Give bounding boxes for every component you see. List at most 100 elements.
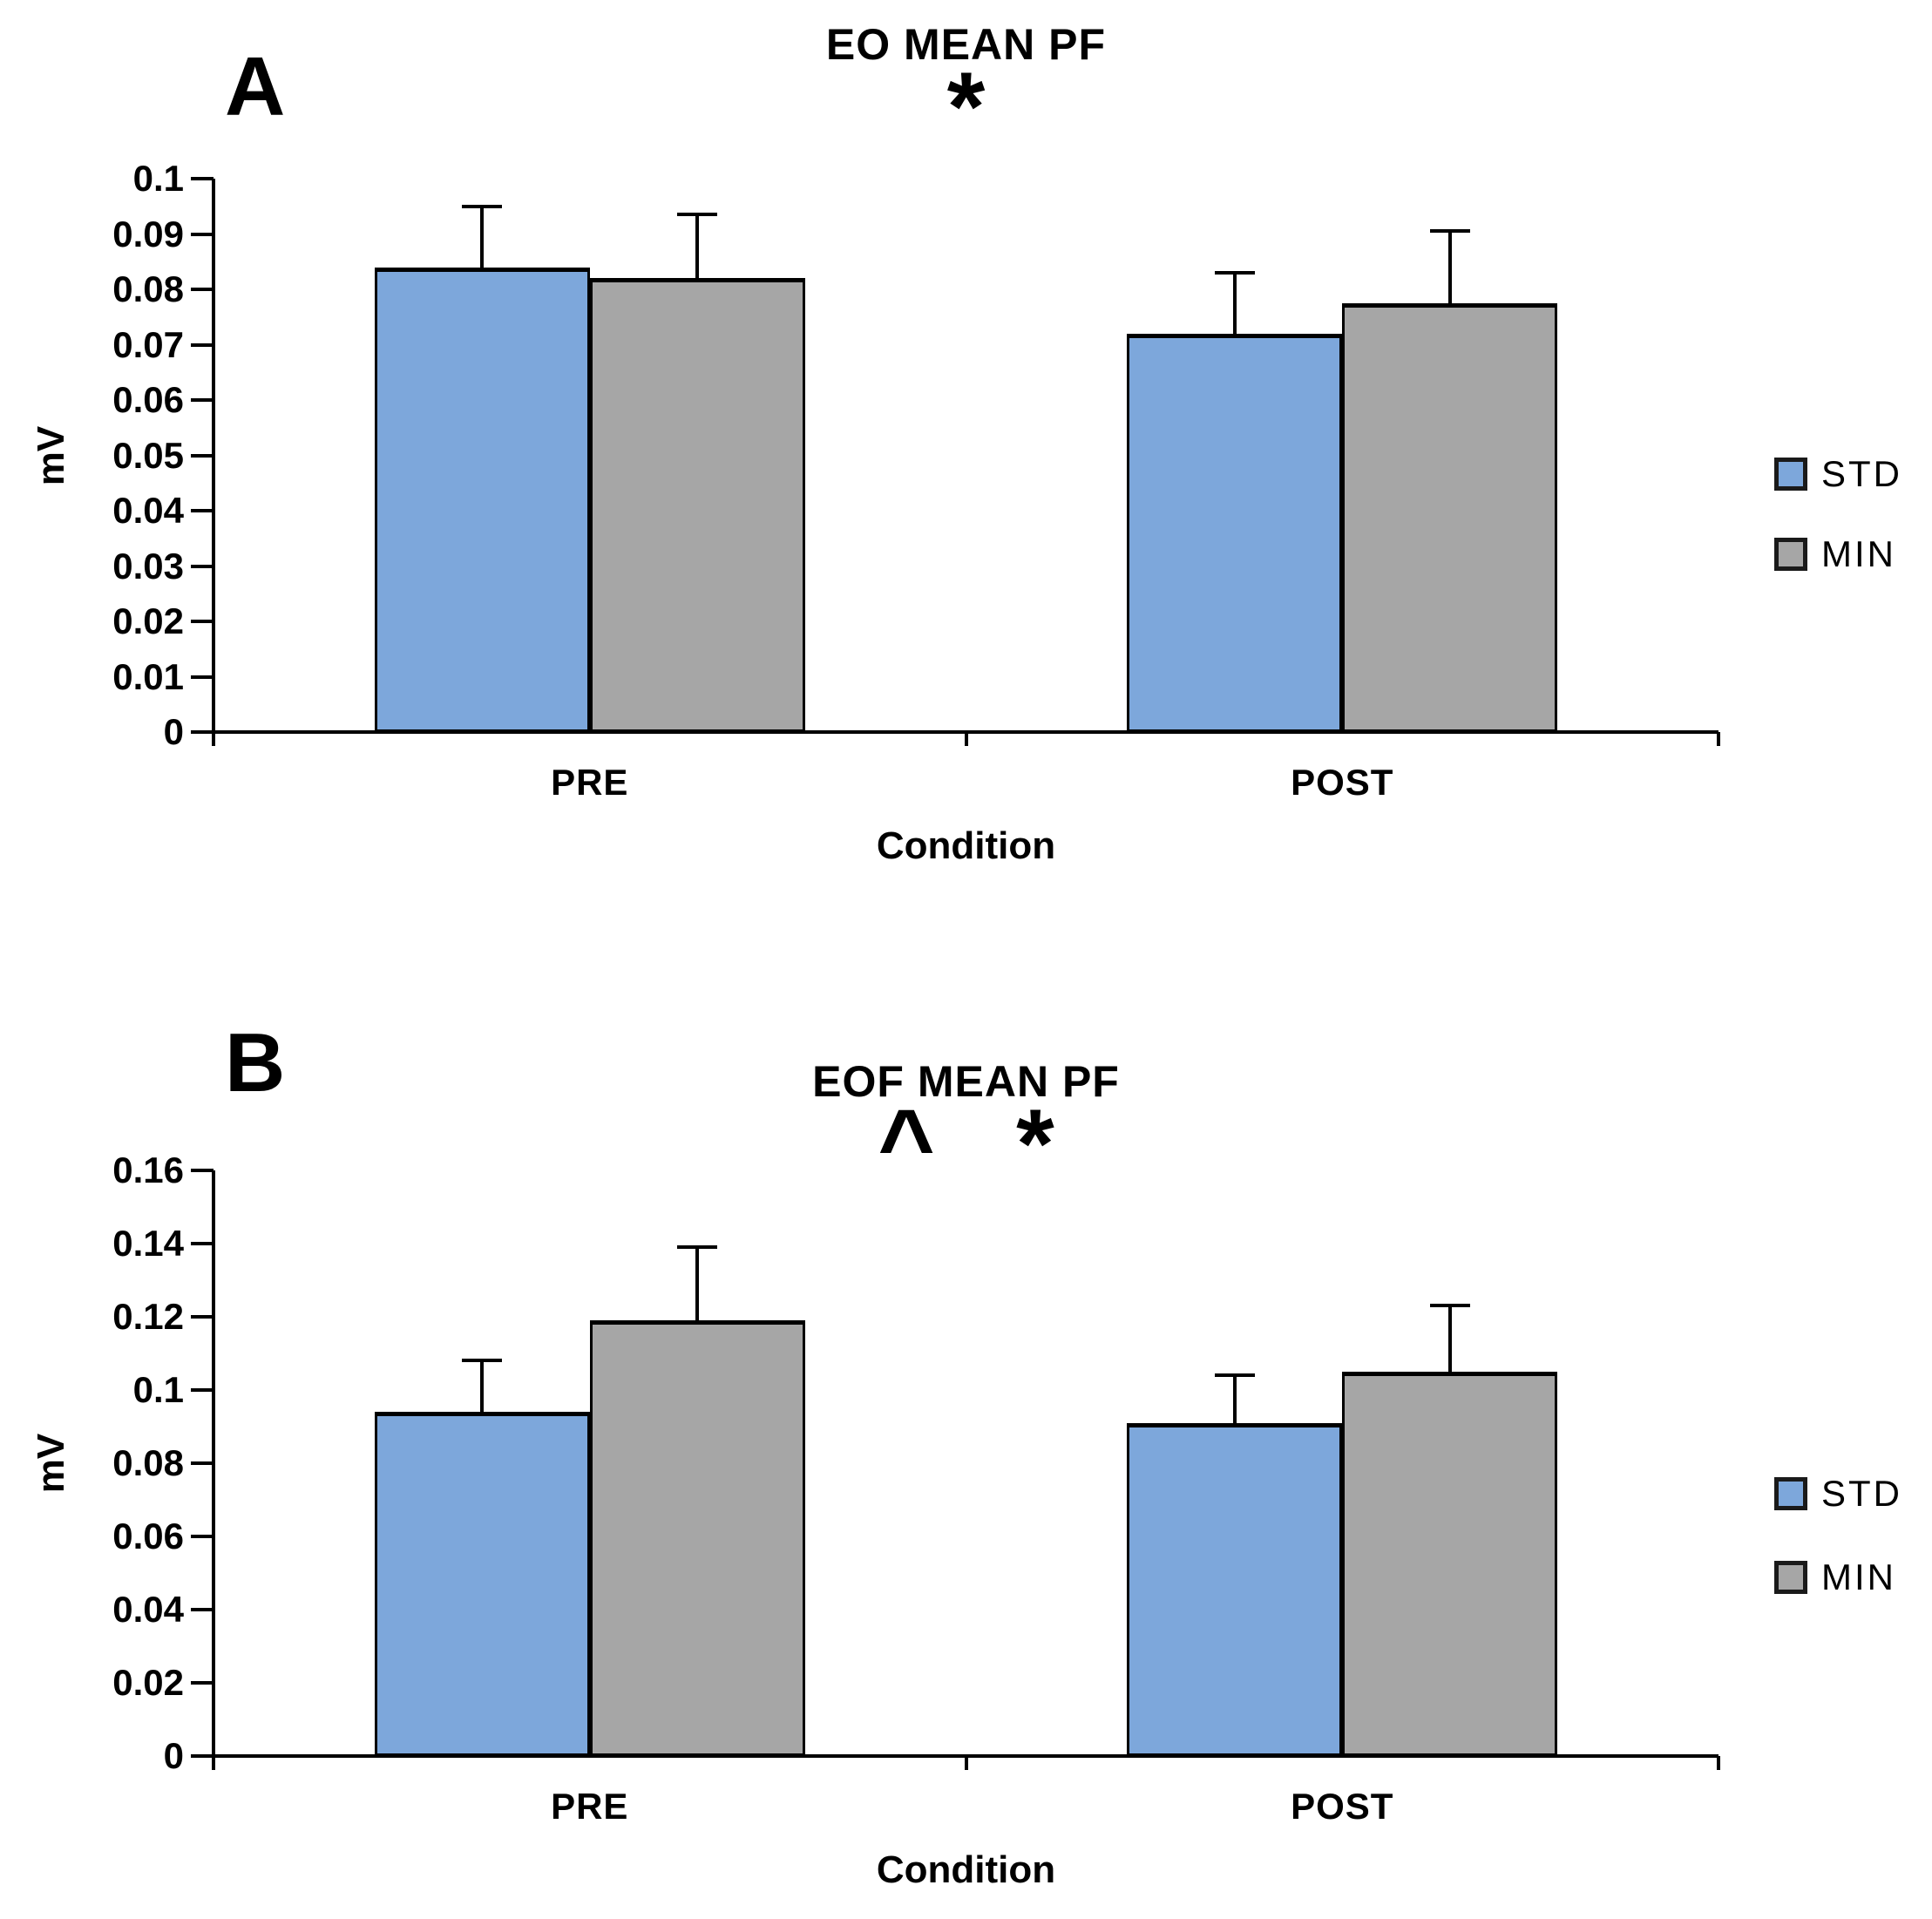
y-tick-label: 0.04 xyxy=(112,490,184,531)
bar-pre-std xyxy=(374,267,590,732)
y-tick-mark xyxy=(191,177,214,180)
panel-a-legend: STD MIN xyxy=(1774,453,1902,575)
bar-pre-min xyxy=(589,1320,805,1756)
category-cell-post xyxy=(966,179,1719,732)
panel-a-significance-asterisk: * xyxy=(946,52,986,161)
y-tick-mark xyxy=(191,1608,214,1611)
y-tick-label: 0.02 xyxy=(112,600,184,641)
error-bar-cap-pre-std xyxy=(462,1359,503,1363)
y-tick-label: 0.03 xyxy=(112,545,184,587)
error-bar-cap-pre-min xyxy=(677,213,718,217)
std-swatch-icon xyxy=(1774,1477,1807,1510)
category-label-post: POST xyxy=(1291,762,1394,803)
y-tick-label: 0.06 xyxy=(112,1516,184,1556)
y-tick-label: 0.14 xyxy=(112,1223,184,1264)
y-tick-mark xyxy=(191,1242,214,1245)
x-tick-mark xyxy=(1717,732,1720,746)
error-bar-pre-min xyxy=(695,214,700,279)
x-tick-mark xyxy=(1717,1756,1720,1770)
y-tick-mark xyxy=(191,730,214,734)
bar-pre-std xyxy=(374,1412,590,1756)
category-cell-pre xyxy=(214,179,966,732)
y-tick-mark xyxy=(191,453,214,458)
y-tick-label: 0.04 xyxy=(112,1589,184,1630)
error-bar-post-std xyxy=(1232,272,1237,334)
category-label-post: POST xyxy=(1291,1786,1394,1827)
y-tick-label: 0 xyxy=(163,711,184,752)
y-tick-mark xyxy=(191,620,214,623)
panel-b-letter: B xyxy=(225,1016,286,1109)
error-bar-cap-post-std xyxy=(1214,1373,1255,1378)
y-tick-mark xyxy=(191,1388,214,1392)
panel-b-legend-item-min: MIN xyxy=(1774,1556,1902,1598)
category-label-pre: PRE xyxy=(551,762,629,803)
panel-a-header: EO MEAN PF * xyxy=(214,19,1718,161)
bar-post-std xyxy=(1127,333,1343,732)
y-tick-label: 0.02 xyxy=(112,1662,184,1703)
y-tick-label: 0.12 xyxy=(112,1296,184,1337)
y-tick-mark xyxy=(191,1681,214,1685)
error-bar-post-min xyxy=(1447,231,1452,303)
panel-b-legend-item-std: STD xyxy=(1774,1473,1902,1515)
panel-b-significance-caret-asterisk: ^ * xyxy=(878,1089,1054,1198)
error-bar-cap-post-std xyxy=(1214,270,1255,275)
y-tick-label: 0.06 xyxy=(112,379,184,420)
x-tick-mark xyxy=(964,1756,968,1770)
panel-a-legend-label-min: MIN xyxy=(1821,533,1896,574)
bar-post-min xyxy=(1342,1372,1558,1756)
y-tick-mark xyxy=(191,398,214,402)
error-bar-cap-post-min xyxy=(1429,1304,1470,1308)
error-bar-post-min xyxy=(1447,1305,1452,1372)
error-bar-cap-post-min xyxy=(1429,229,1470,234)
y-tick-mark xyxy=(191,1461,214,1465)
y-tick-label: 0.09 xyxy=(112,213,184,254)
bar-post-min xyxy=(1342,302,1558,732)
panel-a-legend-item-min: MIN xyxy=(1774,533,1902,575)
panel-b-y-axis-line xyxy=(212,1170,215,1770)
y-tick-mark xyxy=(191,288,214,291)
category-label-pre: PRE xyxy=(551,1786,629,1827)
error-bar-pre-std xyxy=(480,1360,485,1413)
y-tick-mark xyxy=(191,1315,214,1319)
y-tick-label: 0.01 xyxy=(112,655,184,697)
panel-b-legend-label-std: STD xyxy=(1821,1473,1902,1514)
panel-b-x-axis-title: Condition xyxy=(876,1848,1056,1891)
error-bar-pre-min xyxy=(695,1247,700,1321)
panel-a-plot-area: mV Condition 0 0.01 0.02 0.03 0.04 0.05 0.06 0.… xyxy=(30,158,1720,867)
panel-b-legend-label-min: MIN xyxy=(1821,1556,1896,1597)
min-swatch-icon xyxy=(1774,1561,1807,1594)
x-tick-mark xyxy=(212,1756,215,1770)
panel-a-title: EO MEAN PF xyxy=(825,20,1107,69)
error-bar-cap-pre-min xyxy=(677,1245,718,1250)
y-tick-mark xyxy=(191,342,214,347)
y-tick-label: 0.08 xyxy=(112,268,184,309)
bar-post-std xyxy=(1127,1422,1343,1756)
panel-a-x-axis-title: Condition xyxy=(876,824,1056,867)
panel-b-legend: STD MIN xyxy=(1774,1473,1902,1598)
y-tick-mark xyxy=(191,564,214,568)
error-bar-post-std xyxy=(1232,1375,1237,1423)
min-swatch-icon xyxy=(1774,538,1807,571)
panel-a-y-axis-line xyxy=(212,179,215,746)
panel-a-legend-label-std: STD xyxy=(1821,453,1902,494)
y-tick-mark xyxy=(191,1754,214,1758)
y-tick-mark xyxy=(191,1169,214,1172)
y-tick-label: 0.16 xyxy=(112,1149,184,1190)
y-tick-label: 0.1 xyxy=(132,158,184,199)
y-tick-label: 0.08 xyxy=(112,1442,184,1483)
y-tick-mark xyxy=(191,1535,214,1538)
panel-a-letter: A xyxy=(225,40,286,133)
y-tick-mark xyxy=(191,509,214,512)
x-tick-mark xyxy=(212,732,215,746)
error-bar-cap-pre-std xyxy=(462,204,503,208)
y-tick-label: 0.05 xyxy=(112,434,184,476)
y-tick-label: 0.1 xyxy=(132,1369,184,1410)
y-tick-label: 0 xyxy=(163,1735,184,1776)
error-bar-pre-std xyxy=(480,206,485,268)
std-swatch-icon xyxy=(1774,458,1807,491)
y-tick-mark xyxy=(191,675,214,679)
bar-pre-min xyxy=(589,278,805,732)
y-tick-mark xyxy=(191,232,214,236)
panel-a-legend-item-std: STD xyxy=(1774,453,1902,495)
